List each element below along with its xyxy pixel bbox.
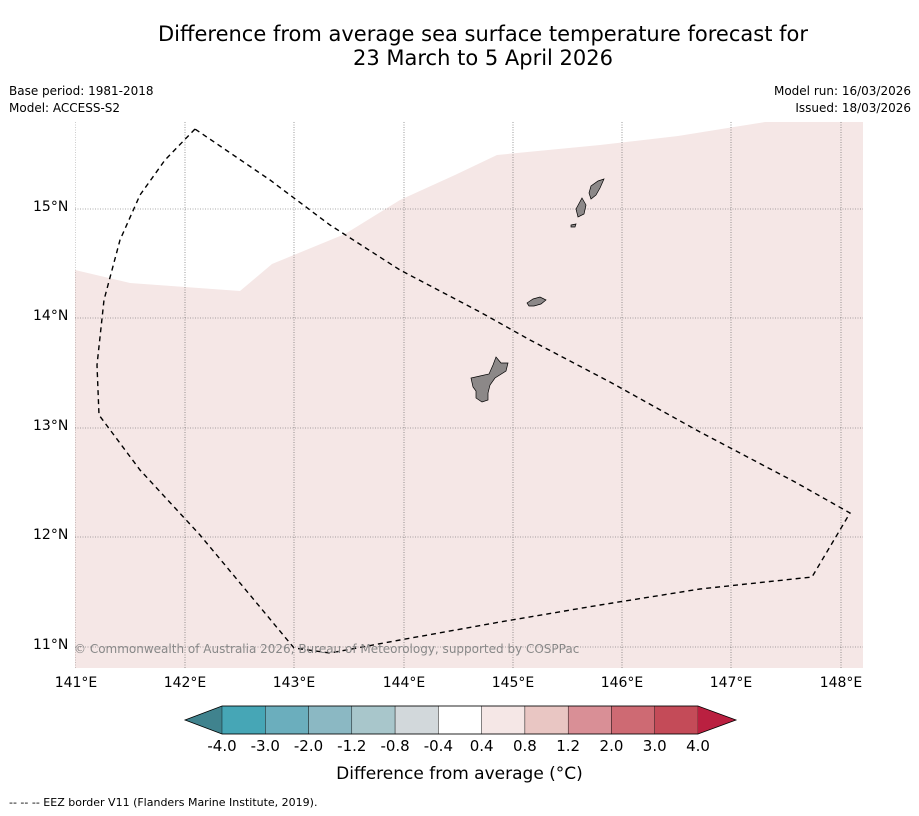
colorbar-segment	[308, 705, 353, 735]
colorbar-segment	[567, 705, 612, 735]
model-run: Model run: 16/03/2026	[773, 84, 911, 98]
colorbar-segment	[351, 705, 396, 735]
colorbar-label: Difference from average (°C)	[336, 764, 583, 784]
colorbar-over-arrow	[698, 706, 736, 734]
tinian-island	[575, 197, 587, 218]
sea-anomaly-field	[75, 122, 863, 668]
colorbar-tick-label: -3.0	[250, 737, 280, 755]
lat-label-11n: 11°N	[33, 637, 69, 653]
aguijan-islet	[570, 223, 577, 228]
lat-label-13n: 13°N	[33, 418, 69, 434]
base-period: Base period: 1981-2018	[9, 84, 154, 98]
colorbar-segment	[394, 705, 439, 735]
colorbar-segment	[524, 705, 569, 735]
meta-left: Base period: 1981-2018 Model: ACCESS-S2	[9, 83, 154, 117]
lon-label-145e: 145°E	[491, 675, 535, 691]
colorbar-under-arrow	[185, 706, 222, 734]
colorbar-segments	[221, 705, 699, 735]
model-name: Model: ACCESS-S2	[9, 101, 121, 115]
colorbar-segment	[221, 705, 266, 735]
colorbar-tick-label: 3.0	[642, 737, 667, 755]
colorbar-segment	[265, 705, 309, 735]
title-line-1: Difference from average sea surface temp…	[158, 22, 808, 46]
issued-date: Issued: 18/03/2026	[795, 101, 911, 115]
colorbar-tick-label: 0.4	[469, 737, 494, 755]
lat-label-14n: 14°N	[33, 308, 69, 324]
lon-label-144e: 144°E	[382, 675, 426, 691]
chart-title: Difference from average sea surface temp…	[0, 22, 919, 70]
lat-label-15n: 15°N	[33, 199, 69, 215]
colorbar-segment	[611, 705, 655, 735]
colorbar-segment	[481, 705, 526, 735]
lon-label-147e: 147°E	[709, 675, 753, 691]
colorbar-segment	[654, 705, 699, 735]
colorbar-segment	[438, 705, 482, 735]
colorbar-outline	[183, 705, 738, 735]
islands	[470, 178, 605, 403]
lon-label-142e: 142°E	[163, 675, 207, 691]
title-line-2: 23 March to 5 April 2026	[353, 46, 613, 70]
eez-border-line	[96, 128, 851, 654]
lon-label-146e: 146°E	[600, 675, 644, 691]
lon-label-143e: 143°E	[272, 675, 316, 691]
lon-label-141e: 141°E	[54, 675, 98, 691]
footer-legend: -- -- -- EEZ border V11 (Flanders Marine…	[9, 796, 318, 809]
rota-island	[526, 296, 547, 307]
guam-island	[470, 356, 509, 403]
meta-right: Model run: 16/03/2026 Issued: 18/03/2026	[774, 83, 911, 117]
colorbar-tick-label: -4.0	[207, 737, 237, 755]
lon-label-148e: 148°E	[819, 675, 863, 691]
copyright-notice: © Commonwealth of Australia 2026, Bureau…	[74, 642, 580, 656]
colorbar-tick-label: 0.8	[512, 737, 537, 755]
colorbar-tick-label: 1.2	[556, 737, 581, 755]
saipan-island	[588, 178, 605, 200]
map-area	[75, 122, 863, 668]
colorbar-tick-label: -2.0	[293, 737, 324, 755]
grid-lines	[75, 122, 863, 668]
colorbar-tick-label: -1.2	[337, 737, 367, 755]
colorbar-tick-label: 2.0	[599, 737, 624, 755]
colorbar-tick-label: 4.0	[686, 737, 710, 755]
lat-label-12n: 12°N	[33, 527, 69, 543]
colorbar-tick-label: -0.4	[423, 737, 453, 755]
colorbar	[183, 705, 738, 735]
colorbar-tick-label: -0.8	[380, 737, 410, 755]
